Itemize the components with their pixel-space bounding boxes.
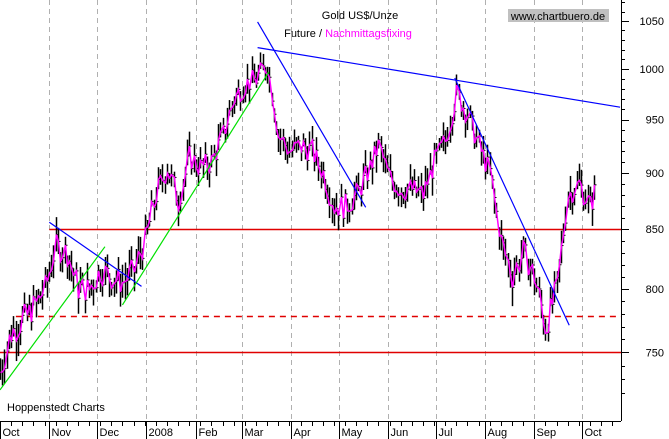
x-tick-label: Oct: [3, 427, 20, 439]
x-tick-label: Apr: [294, 427, 311, 439]
trendline-down: [257, 47, 621, 108]
trendline-up: [0, 246, 106, 391]
trendlines: [0, 21, 621, 391]
x-tick-label: May: [342, 427, 363, 439]
month-grid: [49, 0, 583, 421]
support-levels: [0, 228, 621, 354]
price-bars: [0, 52, 597, 386]
x-tick-label: Dec: [100, 427, 120, 439]
trendline-down: [454, 77, 570, 326]
y-tick-label: 1050: [640, 16, 664, 28]
chart-title: Gold US$/Unze: [322, 10, 398, 22]
x-tick-label: Nov: [52, 427, 72, 439]
y-tick-label: 950: [646, 115, 664, 127]
x-tick-label: Aug: [488, 427, 508, 439]
credit-label: Hoppenstedt Charts: [7, 402, 105, 414]
source-label-bg: [508, 9, 609, 22]
x-tick-label: Oct: [585, 427, 602, 439]
x-tick-label: Jun: [391, 427, 409, 439]
x-tick-label: Feb: [199, 427, 218, 439]
trendline-down: [48, 221, 142, 287]
y-tick-label: 900: [646, 168, 664, 180]
x-tick-label: Sep: [537, 427, 557, 439]
x-tick-label: Mar: [245, 427, 264, 439]
y-tick-label: 750: [646, 347, 664, 359]
y-tick-label: 1000: [640, 64, 664, 76]
subtitle-future: Future /: [284, 28, 325, 40]
y-tick-label: 800: [646, 284, 664, 296]
chart-subtitle: Future / Nachmittagsfixing: [284, 28, 412, 40]
x-tick-label: Jul: [439, 427, 453, 439]
subtitle-fixing: Nachmittagsfixing: [325, 28, 412, 40]
x-tick-label: 2008: [149, 427, 173, 439]
trendline-down: [257, 21, 367, 208]
trendline-up: [121, 71, 270, 306]
fixing-line: [0, 61, 596, 374]
y-tick-label: 850: [646, 224, 664, 236]
source-label: www.chartbuero.de: [510, 11, 605, 23]
